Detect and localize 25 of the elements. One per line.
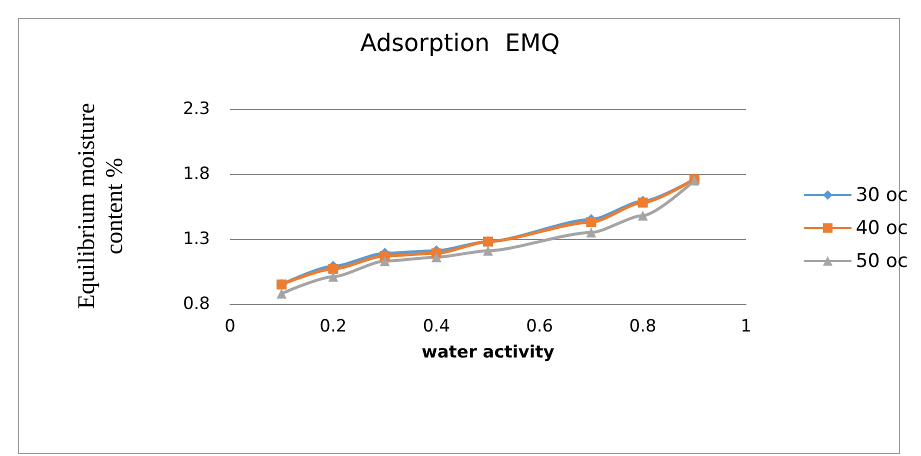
legend-label: 40 oc [856, 217, 908, 239]
point [276, 288, 287, 299]
y-axis-title: Equilibrium moisture content % [73, 102, 129, 311]
legend-label: 30 oc [856, 184, 908, 206]
point [586, 228, 596, 238]
x-tick-label: 0.4 [422, 316, 450, 336]
x-tick-label: 0.8 [629, 316, 656, 336]
point [638, 210, 648, 221]
point [586, 217, 596, 228]
point [431, 252, 442, 262]
legend-label: 50 oc [856, 250, 908, 272]
point [328, 272, 338, 282]
x-tick-label: 0 [224, 316, 236, 336]
chart-title: Adsorption EMQ [360, 29, 560, 57]
point [380, 256, 390, 266]
y-tick-label: 0.8 [182, 294, 210, 314]
x-tick-label: 1 [740, 316, 752, 336]
x-tick-label: 0.6 [526, 316, 554, 336]
point [483, 246, 493, 256]
y-tick-label: 1.3 [182, 229, 210, 249]
y-tick-label: 2.3 [182, 99, 210, 119]
x-tick-label: 0.2 [320, 316, 347, 336]
y-tick-label: 1.8 [182, 164, 210, 184]
point [328, 264, 338, 274]
x-axis-title: water activity [422, 342, 554, 362]
